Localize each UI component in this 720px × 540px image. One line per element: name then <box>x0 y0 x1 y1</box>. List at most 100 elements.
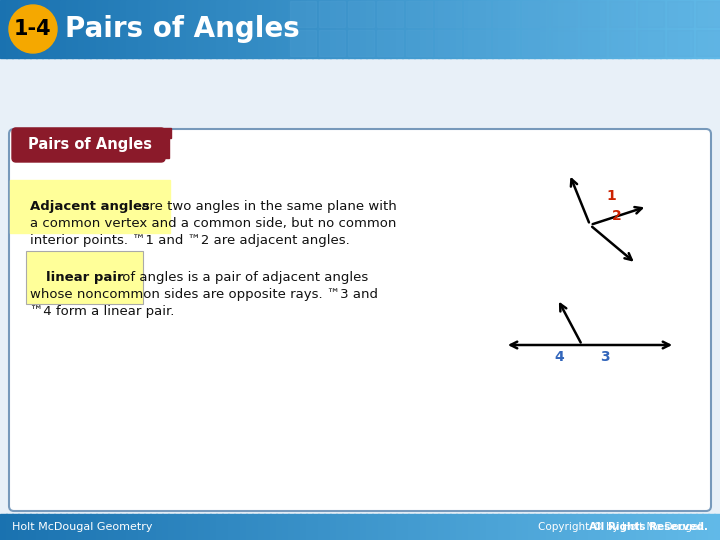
Bar <box>420 514 427 540</box>
Bar <box>580 1 606 27</box>
Bar <box>66 514 73 540</box>
Bar <box>594 0 601 58</box>
Text: whose noncommon sides are opposite rays. ™3 and: whose noncommon sides are opposite rays.… <box>30 288 378 301</box>
Bar <box>384 0 391 58</box>
Bar <box>342 0 349 58</box>
Bar <box>108 514 115 540</box>
Circle shape <box>9 5 57 53</box>
Bar <box>264 514 271 540</box>
Bar <box>558 514 565 540</box>
Bar <box>696 0 703 58</box>
Bar <box>210 0 217 58</box>
Bar <box>516 0 523 58</box>
Bar <box>474 0 481 58</box>
Bar <box>156 514 163 540</box>
Bar <box>319 30 345 56</box>
Bar <box>432 514 439 540</box>
Bar <box>36 0 43 58</box>
Bar <box>342 514 349 540</box>
Bar <box>450 0 457 58</box>
Bar <box>468 514 475 540</box>
Bar <box>156 0 163 58</box>
Bar <box>336 0 343 58</box>
Bar <box>319 1 345 27</box>
Bar <box>270 514 277 540</box>
Bar <box>372 514 379 540</box>
Bar <box>216 0 223 58</box>
Bar <box>660 0 667 58</box>
Bar <box>60 514 67 540</box>
Bar <box>246 0 253 58</box>
Bar <box>690 0 697 58</box>
Bar <box>432 0 439 58</box>
Text: Copyright © by Holt Mc Dougal.: Copyright © by Holt Mc Dougal. <box>538 522 708 532</box>
Bar <box>462 0 469 58</box>
Bar <box>570 514 577 540</box>
Bar <box>377 1 403 27</box>
Text: of angles is a pair of adjacent angles: of angles is a pair of adjacent angles <box>118 271 368 284</box>
Bar <box>522 1 548 27</box>
Bar <box>408 0 415 58</box>
Bar <box>600 514 607 540</box>
Bar <box>384 514 391 540</box>
Bar <box>630 514 637 540</box>
Bar <box>588 0 595 58</box>
Bar <box>114 0 121 58</box>
Bar <box>192 0 199 58</box>
Bar <box>582 0 589 58</box>
Bar <box>288 0 295 58</box>
Bar <box>474 514 481 540</box>
Bar <box>456 0 463 58</box>
Bar <box>377 30 403 56</box>
Bar <box>406 30 432 56</box>
Text: a common vertex and a common side, but no common: a common vertex and a common side, but n… <box>30 217 397 230</box>
Bar <box>180 514 187 540</box>
Bar <box>702 514 709 540</box>
Bar <box>366 0 373 58</box>
Bar <box>30 514 37 540</box>
Bar <box>24 514 31 540</box>
Text: interior points. ™1 and ™2 are adjacent angles.: interior points. ™1 and ™2 are adjacent … <box>30 234 350 247</box>
Bar <box>510 514 517 540</box>
Bar <box>522 0 529 58</box>
Bar <box>300 0 307 58</box>
Bar <box>234 514 241 540</box>
Text: A: A <box>30 271 48 284</box>
Bar <box>14 128 171 138</box>
Bar <box>690 514 697 540</box>
Bar <box>696 514 703 540</box>
Bar <box>12 514 19 540</box>
Bar <box>642 514 649 540</box>
Bar <box>60 0 67 58</box>
Bar <box>606 0 613 58</box>
Bar <box>144 0 151 58</box>
Bar <box>504 514 511 540</box>
Bar <box>696 1 720 27</box>
Bar <box>606 514 613 540</box>
Bar <box>360 514 367 540</box>
Bar <box>558 0 565 58</box>
Bar <box>684 514 691 540</box>
Bar <box>667 1 693 27</box>
Bar <box>552 514 559 540</box>
Bar <box>138 0 145 58</box>
Bar <box>600 0 607 58</box>
Bar <box>564 0 571 58</box>
Bar <box>438 514 445 540</box>
Bar <box>288 514 295 540</box>
Bar <box>414 514 421 540</box>
Text: Pairs of Angles: Pairs of Angles <box>28 138 152 152</box>
Bar <box>390 0 397 58</box>
Text: ™4 form a linear pair.: ™4 form a linear pair. <box>30 305 174 318</box>
Bar <box>132 0 139 58</box>
Bar <box>348 1 374 27</box>
Bar <box>300 514 307 540</box>
Bar <box>638 1 664 27</box>
Bar <box>222 0 229 58</box>
Text: linear pair: linear pair <box>46 271 124 284</box>
Bar <box>654 514 661 540</box>
Bar <box>114 514 121 540</box>
Bar <box>90 514 97 540</box>
Bar <box>672 514 679 540</box>
Bar <box>414 0 421 58</box>
